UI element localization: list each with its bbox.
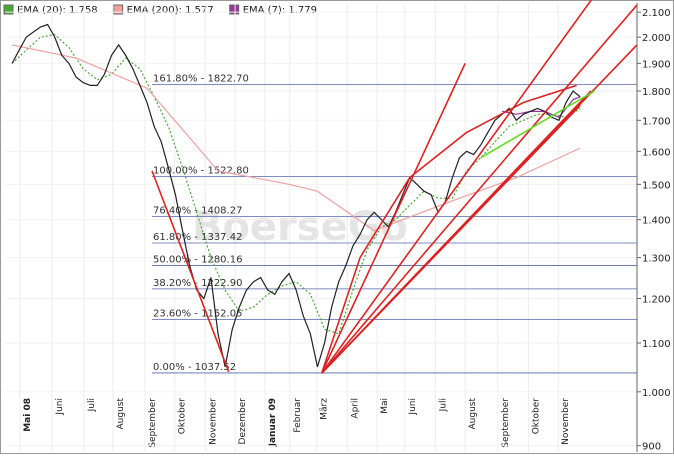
y-tick-label: 900: [642, 442, 661, 453]
x-tick-label: Dezember: [238, 398, 248, 445]
trend-line: [151, 170, 230, 373]
price-line: [11, 23, 581, 368]
trend-line: [321, 4, 638, 374]
fib-label: 0.00% - 1037.52: [153, 362, 236, 373]
fib-label: 100.00% - 1522.80: [153, 166, 249, 177]
trend-line: [320, 84, 577, 374]
y-tick-label: 2.100: [642, 8, 671, 19]
fib-label: 161.80% - 1822.70: [153, 74, 249, 85]
y-tick-label: 1.600: [642, 147, 671, 158]
y-tick-label: 1.100: [642, 339, 671, 350]
x-tick-label: Januar 09: [268, 398, 278, 447]
trend-line: [321, 0, 593, 374]
x-tick-label: April: [350, 398, 360, 419]
x-tick-label: Mai: [380, 398, 390, 414]
y-tick-label: 1.400: [642, 216, 671, 227]
legend-swatch: [229, 4, 240, 15]
legend-label: EMA (7): 1.779: [243, 5, 317, 16]
legend: EMA (20): 1.758 EMA (200): 1.577 EMA (7): …: [3, 4, 317, 16]
fib-label: 38.20% - 1222.90: [153, 278, 242, 289]
x-tick-label: August: [116, 398, 126, 430]
x-tick-label: September: [148, 398, 158, 448]
x-tick-label: Oktober: [531, 398, 541, 435]
x-tick-label: August: [468, 398, 478, 430]
x-tick-label: Februar: [293, 398, 303, 433]
legend-label: EMA (200): 1.577: [127, 5, 214, 16]
legend-swatch: [3, 4, 14, 15]
x-tick-label: September: [501, 398, 511, 448]
x-tick-label: Mai 08: [23, 398, 33, 432]
fib-label: 50.00% - 1280.16: [153, 254, 242, 265]
y-tick-label: 1.700: [642, 116, 671, 127]
legend-swatch: [113, 4, 124, 15]
y-tick-label: 1.500: [642, 180, 671, 191]
y-tick-label: 1.800: [642, 87, 671, 98]
y-tick-label: 2.000: [642, 33, 671, 44]
y-tick-label: 1.200: [642, 295, 671, 306]
y-tick-label: 1.900: [642, 59, 671, 70]
x-tick-label: Oktober: [178, 398, 188, 435]
x-tick-label: November: [561, 398, 571, 445]
x-tick-label: November: [208, 398, 218, 445]
fib-label: 61.80% - 1337.42: [153, 232, 242, 243]
x-tick-label: März: [320, 398, 330, 420]
fib-label: 23.60% - 1152.05: [153, 308, 242, 319]
indicator-line: [11, 33, 581, 335]
trend-line: [321, 104, 581, 374]
y-tick-label: 1.000: [642, 388, 671, 399]
x-tick-label: Juli: [87, 398, 97, 412]
y-tick-label: 1.300: [642, 254, 671, 265]
legend-label: EMA (20): 1.758: [17, 5, 98, 16]
x-tick-label: Juni: [408, 398, 418, 416]
trend-line: [480, 90, 595, 159]
trend-line: [320, 63, 466, 374]
x-tick-label: Juni: [55, 398, 65, 416]
fib-label: 76.40% - 1408.27: [153, 206, 242, 217]
x-tick-label: Juli: [438, 398, 448, 412]
